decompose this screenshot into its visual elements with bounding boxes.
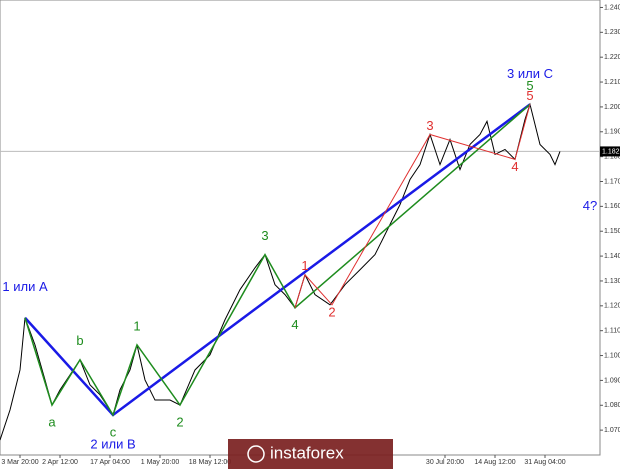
y-tick-label: 1.1300 [604, 278, 620, 285]
y-tick-label: 1.1800 [604, 153, 620, 160]
y-tick-label: 1.0800 [604, 402, 620, 409]
annotation: 4? [583, 198, 597, 213]
y-tick-label: 1.1200 [604, 303, 620, 310]
y-tick-label: 1.2400 [604, 4, 620, 11]
watermark-box [228, 439, 393, 469]
wave-label: 2 [328, 304, 335, 319]
wave-label: b [76, 333, 83, 348]
y-tick-label: 1.2000 [604, 104, 620, 111]
y-tick-label: 1.1700 [604, 178, 620, 185]
y-tick-label: 1.1100 [604, 328, 620, 335]
x-tick-label: 14 Aug 12:00 [474, 459, 515, 466]
wave-label: 4 [511, 159, 518, 174]
x-tick-label: 18 May 12:00 [189, 459, 232, 466]
wave-label: 3 [426, 118, 433, 133]
x-tick-label: 31 Aug 04:00 [524, 459, 565, 466]
x-tick-label: 3 Mar 20:00 [1, 459, 38, 466]
wave-label: 1 или A [2, 279, 48, 294]
y-tick-label: 1.0700 [604, 427, 620, 434]
x-tick-label: 1 May 20:00 [141, 459, 180, 466]
wave-label: 3 [261, 228, 268, 243]
wave-label: c [110, 424, 117, 439]
y-tick-label: 1.0900 [604, 377, 620, 384]
y-tick-label: 1.1400 [604, 253, 620, 260]
x-tick-label: 17 Apr 04:00 [90, 459, 130, 466]
current-price-box [600, 146, 620, 157]
wave-label: 4 [291, 317, 298, 332]
wave-line [294, 104, 531, 308]
x-tick-label: 30 Jul 20:00 [426, 459, 464, 466]
y-tick-label: 1.1900 [604, 129, 620, 136]
y-tick-label: 1.1000 [604, 352, 620, 359]
y-tick-label: 1.1600 [604, 203, 620, 210]
wave-label: 1 [301, 258, 308, 273]
wave-label: 5 [526, 88, 533, 103]
wave-label: 1 [133, 318, 140, 333]
wave-label: 3 или C [507, 66, 553, 81]
wave-line [24, 103, 531, 417]
y-tick-label: 1.2300 [604, 29, 620, 36]
wave-label: 5 [526, 78, 533, 93]
x-tick-label: 2 Apr 12:00 [42, 459, 78, 466]
wave-label: 2 или B [90, 436, 135, 451]
watermark: instaforex [270, 443, 344, 462]
y-tick-label: 1.2100 [604, 79, 620, 86]
wave-label: a [48, 414, 56, 429]
wave-label: 2 [176, 414, 183, 429]
plot-frame [0, 0, 601, 456]
y-tick-label: 1.2200 [604, 54, 620, 61]
watermark-logo [247, 445, 265, 463]
y-tick-label: 1.1500 [604, 228, 620, 235]
